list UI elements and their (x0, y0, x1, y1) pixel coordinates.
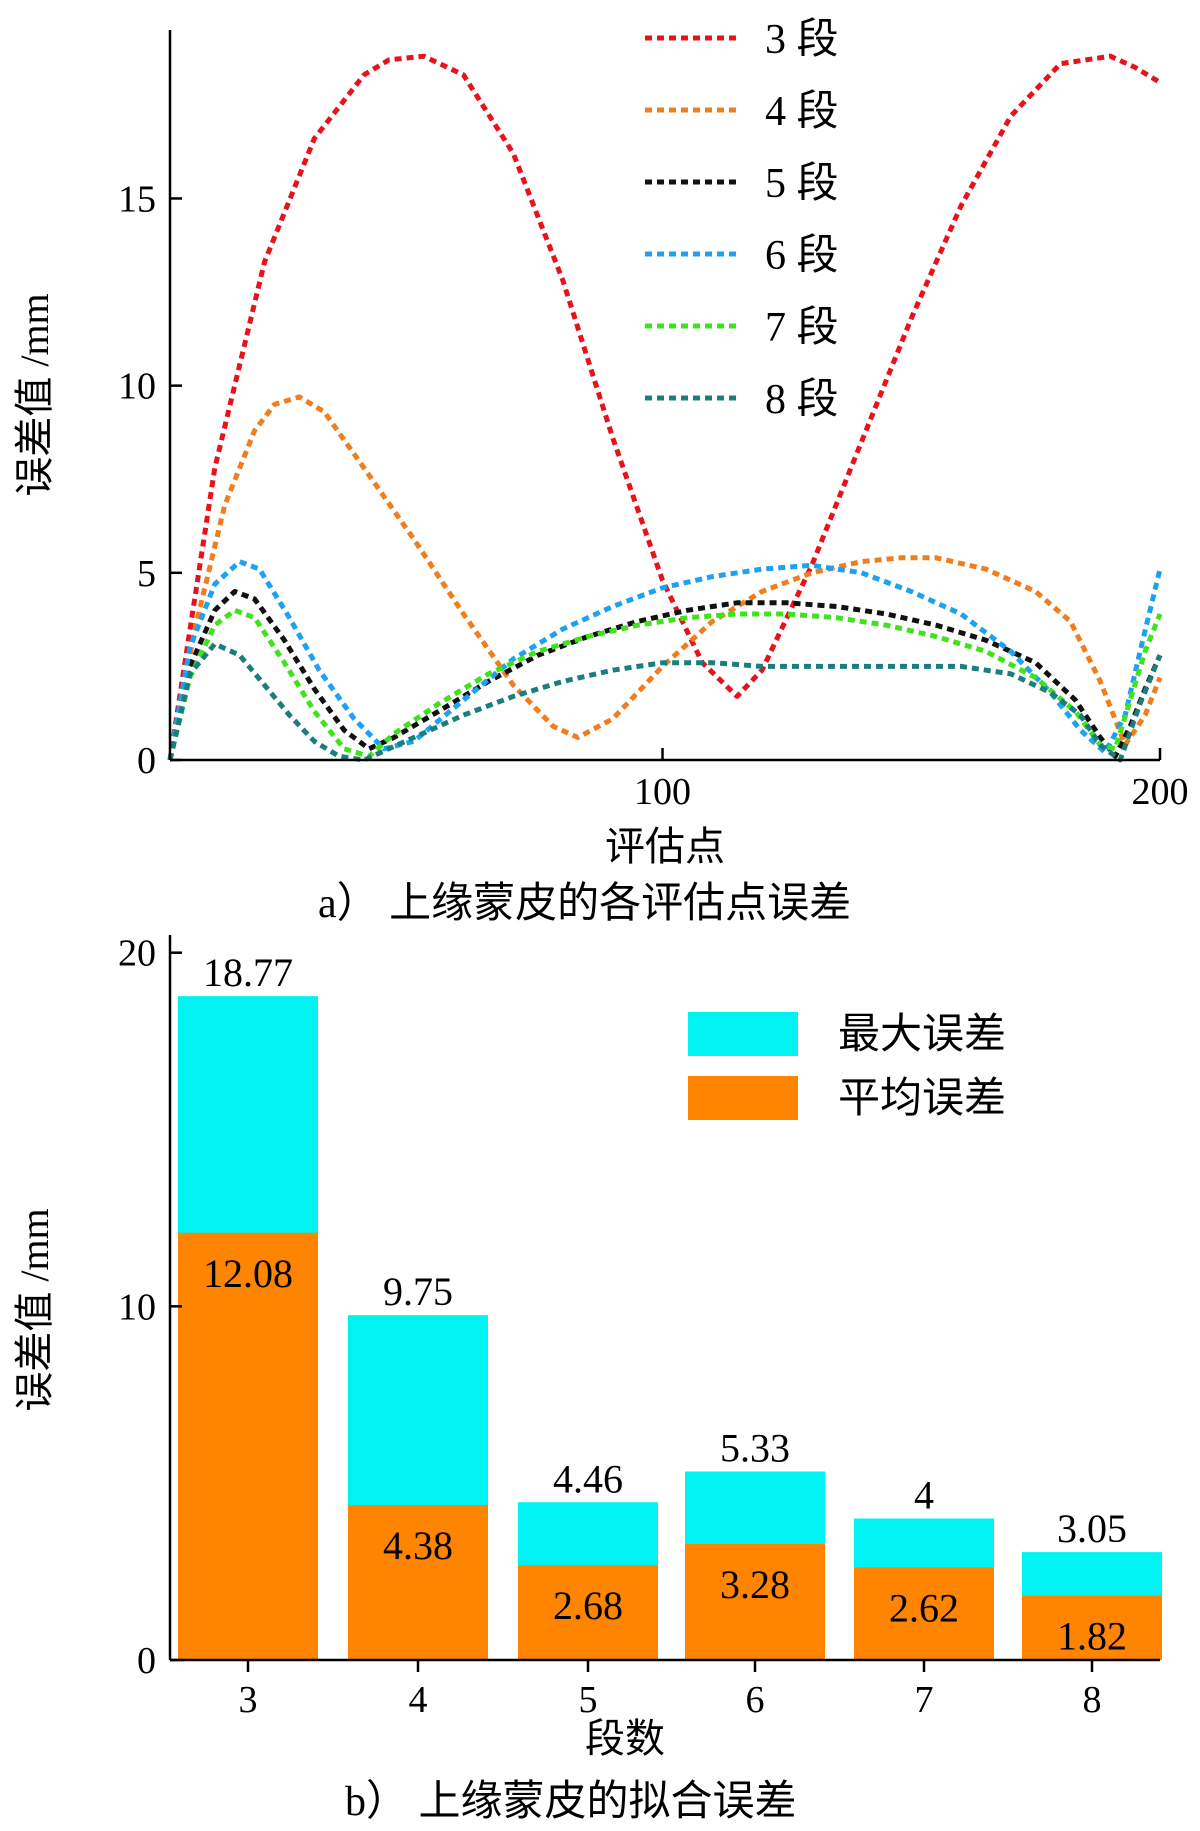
chart-a-series-line-4 (167, 394, 1163, 761)
chart-a-y-tick-label: 15 (118, 178, 156, 220)
chart-b-y-axis-label: 误差值 /mm (12, 1208, 57, 1411)
chart-a-series-line-6 (167, 559, 1163, 761)
chart-a-series-line-8 (167, 641, 1163, 763)
chart-b-legend-label: 最大误差 (838, 1012, 1006, 1058)
chart-b-max-value-label: 18.77 (203, 950, 293, 995)
chart-b-x-axis-label: 段数 (585, 1716, 665, 1761)
chart-b-max-value-label: 4 (914, 1473, 934, 1518)
chart-b-bar-avg-4 (348, 1505, 488, 1660)
chart-a-legend-label: 3 段 (765, 17, 839, 63)
chart-b-y-tick-label: 10 (118, 1286, 156, 1328)
chart-b-avg-value-label: 12.08 (203, 1251, 293, 1296)
chart-b-max-value-label: 5.33 (720, 1426, 790, 1471)
chart-b-bar-avg-5 (518, 1565, 658, 1660)
chart-b-bar-avg-3 (178, 1232, 318, 1660)
chart-b-max-value-label: 9.75 (383, 1269, 453, 1314)
chart-a-y-axis-label: 误差值 /mm (12, 293, 57, 496)
chart-a-legend-label: 5 段 (765, 161, 839, 207)
chart-b-legend-swatch (688, 1076, 798, 1120)
chart-a-series-lines (167, 53, 1163, 763)
chart-a-x-tick-label: 100 (634, 771, 691, 813)
chart-b-caption: b） 上缘蒙皮的拟合误差 (345, 1779, 797, 1825)
chart-b-x-tick-label: 5 (579, 1679, 598, 1721)
chart-b-y-tick-label: 20 (118, 933, 156, 975)
chart-a-y-ticks: 0 5 10 15 (118, 178, 182, 782)
chart-b-avg-value-label: 2.68 (553, 1583, 623, 1628)
chart-a-x-tick-label: 200 (1132, 771, 1189, 813)
chart-b-avg-value-label: 3.28 (720, 1562, 790, 1607)
chart-a-y-tick-label: 10 (118, 366, 156, 408)
chart-b-x-tick-label: 7 (915, 1679, 934, 1721)
chart-a-error-per-point: 0 5 10 15 100 200 评估点 误差值 /mm 3 段 4 段 5 段 6 段 7 … (12, 17, 1189, 927)
chart-b-max-value-label: 4.46 (553, 1456, 623, 1501)
chart-b-x-tick-label: 4 (409, 1679, 428, 1721)
chart-b-legend-label: 平均误差 (838, 1076, 1006, 1122)
chart-a-caption: a） 上缘蒙皮的各评估点误差 (318, 880, 851, 927)
chart-b-x-tick-label: 8 (1083, 1679, 1102, 1721)
chart-b-avg-value-label: 1.82 (1057, 1614, 1127, 1659)
chart-b-fitting-error: 18.77 12.08 9.75 4.38 4.46 2.68 5.33 3.28 4 2.62 3… (12, 933, 1162, 1825)
chart-b-y-ticks: 0 10 20 (118, 933, 182, 1682)
chart-a-x-axis-label: 评估点 (605, 824, 725, 869)
chart-b-legend-swatch (688, 1012, 798, 1056)
chart-a-y-tick-label: 0 (137, 740, 156, 782)
chart-a-legend-label: 8 段 (765, 377, 839, 423)
chart-b-avg-value-label: 2.62 (889, 1585, 959, 1630)
chart-b-bar-avg-6 (685, 1544, 825, 1660)
chart-a-y-tick-label: 5 (137, 553, 156, 595)
chart-a-series-line-7 (167, 607, 1163, 761)
chart-a-legend-label: 7 段 (765, 305, 839, 351)
chart-b-x-tick-label: 6 (746, 1679, 765, 1721)
chart-a-legend-label: 4 段 (765, 89, 839, 135)
chart-b-bar-avg-7 (854, 1567, 994, 1660)
chart-b-x-tick-label: 3 (239, 1679, 258, 1721)
chart-b-x-ticks: 3 4 5 6 7 8 (239, 1660, 1102, 1721)
chart-b-max-value-label: 3.05 (1057, 1506, 1127, 1551)
chart-b-bar-avg-8 (1022, 1595, 1162, 1660)
chart-a-legend-label: 6 段 (765, 233, 839, 279)
chart-b-avg-value-label: 4.38 (383, 1523, 453, 1568)
chart-b-y-tick-label: 0 (137, 1640, 156, 1682)
chart-a-legend: 3 段 4 段 5 段 6 段 7 段 8 段 (645, 17, 839, 423)
chart-a-series-line-3 (167, 53, 1162, 761)
chart-b-bars (178, 996, 1162, 1660)
chart-a-x-ticks: 100 200 (634, 748, 1189, 813)
chart-b-data-labels: 18.77 12.08 9.75 4.38 4.46 2.68 5.33 3.28 4 2.62 3… (203, 950, 1127, 1658)
